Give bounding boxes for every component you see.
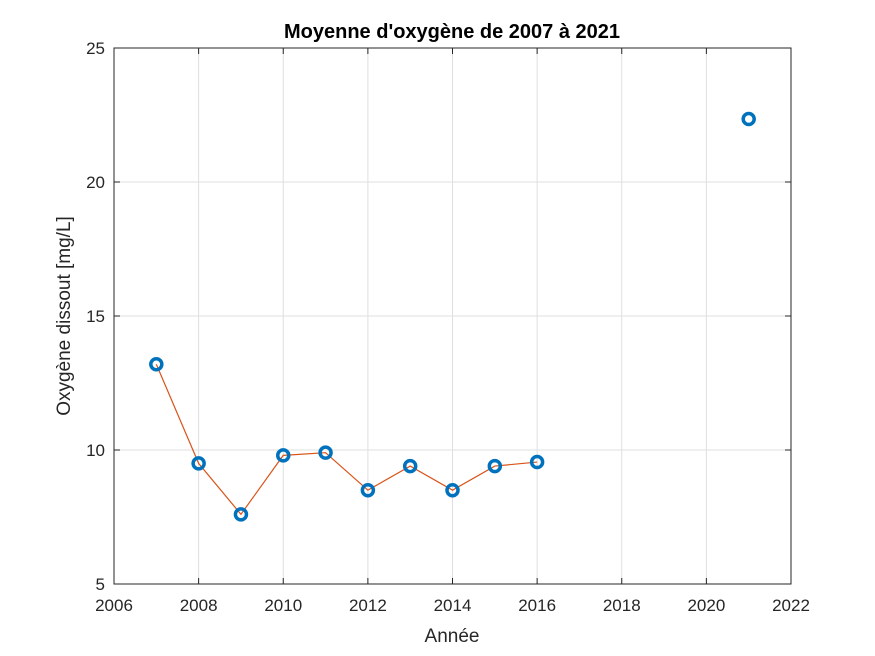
x-tick-label: 2012 — [349, 596, 387, 615]
series-line — [155, 364, 538, 516]
x-axis-label: Année — [425, 626, 480, 647]
x-tick-label: 2018 — [603, 596, 641, 615]
y-tick-label: 15 — [86, 307, 105, 326]
data-point — [402, 458, 418, 474]
data-point — [360, 482, 376, 498]
x-tick-label: 2008 — [180, 596, 218, 615]
x-tick-label: 2020 — [687, 596, 725, 615]
data-point — [741, 111, 756, 127]
data-point — [487, 458, 503, 474]
axes: 2006 2008 2010 2012 2014 2016 2018 2020 2022 5 10 1… — [86, 39, 810, 615]
data-point — [276, 448, 291, 463]
data-point — [529, 454, 545, 470]
y-axis-label: Oxygène dissout [mg/L] — [54, 216, 75, 416]
data-point — [318, 445, 333, 460]
y-tick-label: 20 — [86, 173, 105, 192]
y-tick-label: 5 — [96, 575, 105, 594]
series — [149, 111, 756, 522]
data-point — [233, 507, 249, 522]
x-tick-label: 2016 — [518, 596, 556, 615]
data-point — [445, 482, 460, 498]
x-tick-label: 2010 — [264, 596, 302, 615]
x-tick-label: 2014 — [434, 596, 472, 615]
axes-box — [113, 47, 792, 585]
y-tick-label: 10 — [86, 441, 105, 460]
x-tick-label: 2022 — [772, 596, 810, 615]
data-point — [149, 356, 164, 372]
x-tick-label: 2006 — [95, 596, 133, 615]
y-tick-label: 25 — [86, 39, 105, 58]
data-point — [191, 456, 206, 471]
chart-title: Moyenne d'oxygène de 2007 à 2021 — [284, 21, 620, 43]
